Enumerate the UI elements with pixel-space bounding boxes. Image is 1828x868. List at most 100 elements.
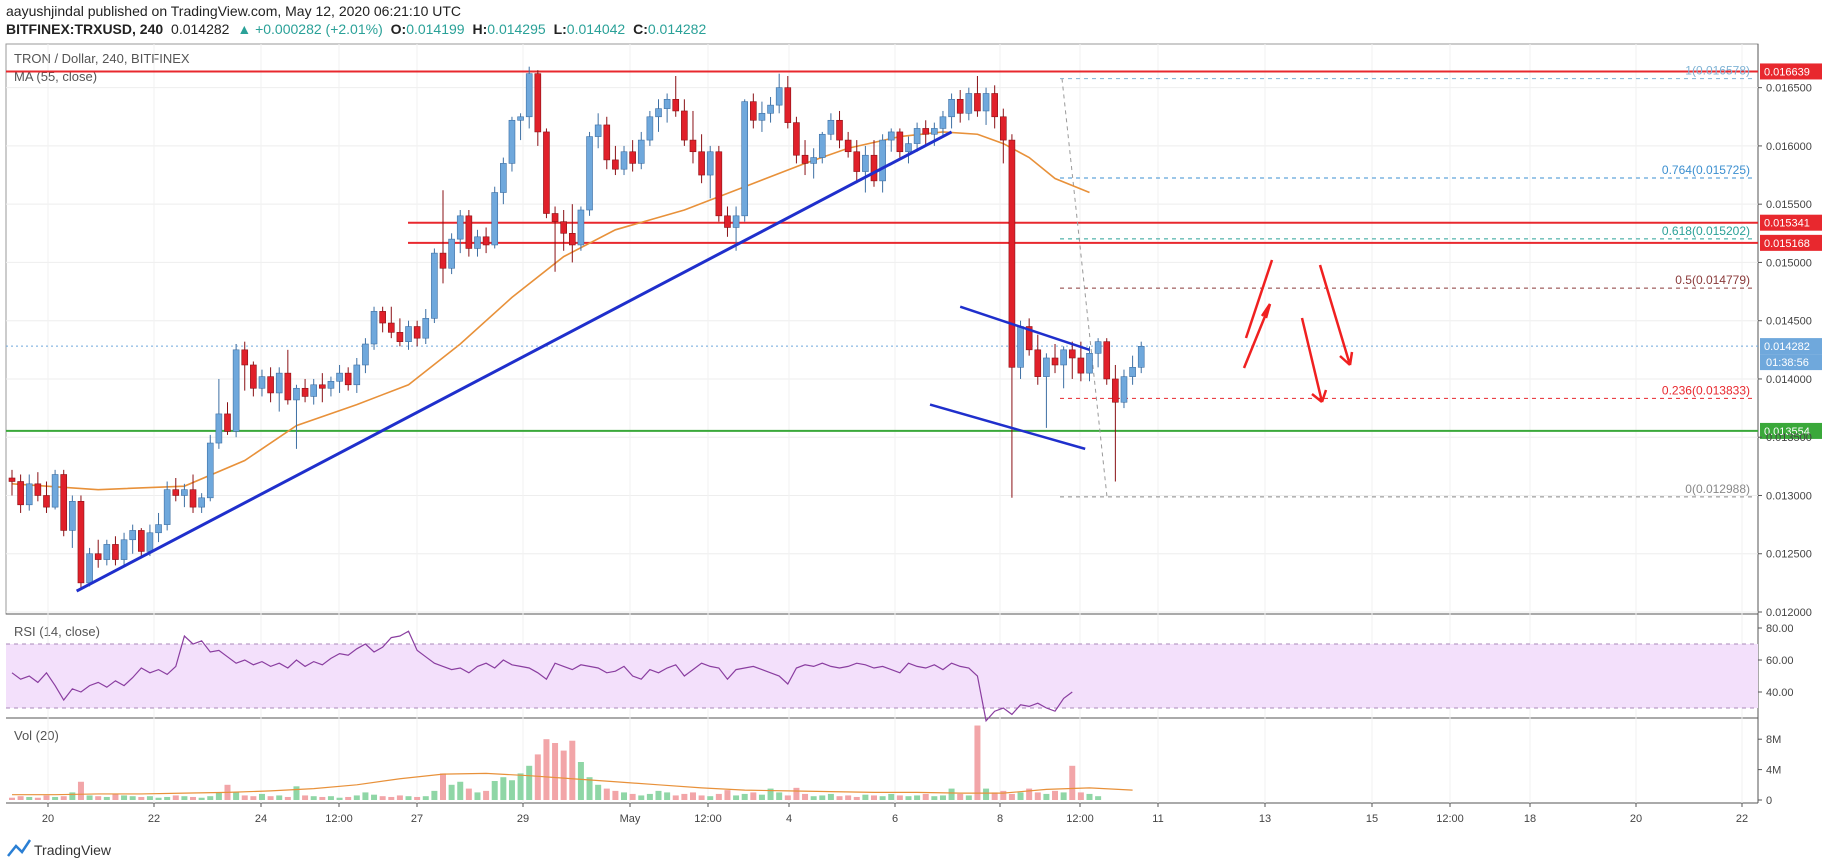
candle-up: [146, 532, 154, 552]
main-pane-frame: [5, 43, 1759, 615]
candle-up: [163, 489, 171, 525]
countdown-box: [1760, 354, 1822, 371]
candle-down: [284, 372, 292, 401]
candle-up: [706, 151, 714, 176]
vol-tick-label: 0: [1766, 795, 1772, 807]
candle-down: [1025, 326, 1033, 351]
publisher-line: aayushjindal published on TradingView.co…: [6, 3, 461, 19]
volume-bar: [922, 793, 929, 800]
volume-bar: [440, 773, 446, 800]
time-tick-label: 24: [255, 813, 267, 825]
volume-bar: [1069, 765, 1076, 800]
ma-legend: MA (55, close): [14, 69, 97, 84]
candle-up: [431, 252, 438, 319]
volume-bar: [60, 796, 67, 800]
candle-up: [508, 119, 516, 164]
time-tick-label: 12:00: [325, 813, 353, 825]
volume-bar: [310, 796, 317, 800]
open-label: O:: [391, 21, 407, 37]
candle-down: [241, 349, 249, 366]
volume-bar: [1077, 792, 1084, 800]
volume-bar: [1034, 792, 1041, 800]
moving-average: [11, 131, 1090, 491]
candle-down: [672, 99, 680, 112]
volume-bar: [638, 795, 645, 800]
price-tick-label: 0.012500: [1766, 549, 1812, 561]
candle-down: [138, 530, 145, 552]
candle-down: [482, 236, 490, 246]
volume-bar: [95, 796, 102, 800]
volume-bar: [629, 793, 636, 800]
candle-up: [69, 501, 76, 531]
candle-up: [758, 112, 766, 121]
candle-down: [60, 474, 68, 531]
candle-down: [698, 151, 705, 176]
volume-bar: [371, 794, 378, 800]
volume-bar: [1043, 793, 1050, 800]
candle-up: [120, 539, 128, 560]
candle-up: [732, 215, 740, 228]
volume-bar: [612, 790, 619, 800]
candle-up: [1060, 349, 1067, 366]
candle-up: [594, 124, 602, 137]
volume-bar: [172, 795, 179, 800]
candle-down: [1034, 349, 1042, 377]
candle-down: [17, 481, 24, 506]
volume-bar: [931, 796, 938, 800]
time-tick-label: 29: [517, 813, 529, 825]
volume-bar: [448, 784, 455, 800]
volume-bar: [155, 797, 162, 800]
projection-arrow: [1318, 264, 1354, 366]
candle-down: [1077, 357, 1085, 374]
level-price-label: 0.014282: [1764, 341, 1810, 353]
volume-bar: [646, 793, 653, 800]
price-tick-label: 0.016500: [1766, 83, 1812, 95]
time-tick-label: 12:00: [1066, 813, 1094, 825]
price-tick-label: 0.016000: [1766, 141, 1812, 153]
fib-level-label: 0(0.012988): [1685, 482, 1750, 496]
candle-up: [525, 73, 533, 118]
fib-level-label: 0.764(0.015725): [1662, 163, 1750, 177]
volume-bar: [405, 796, 412, 800]
projection-arrow: [1300, 317, 1328, 403]
candle-down: [1008, 139, 1016, 368]
volume-bar: [948, 788, 955, 800]
volume-bar: [353, 795, 360, 800]
tradingview-logo[interactable]: TradingView: [7, 839, 112, 858]
low-label: L:: [554, 21, 567, 37]
price-change: ▲ +0.000282 (+2.01%): [237, 21, 382, 37]
volume-bar: [302, 795, 309, 800]
candle-up: [362, 343, 369, 366]
volume-bar: [181, 796, 188, 800]
volume-bar: [517, 773, 524, 800]
candle-up: [637, 139, 645, 164]
volume-pane: 8M 4M 0: [9, 725, 1781, 807]
volume-bar: [939, 795, 946, 800]
time-tick-label: 11: [1152, 813, 1163, 825]
candle-down: [379, 311, 386, 324]
candle-down: [801, 154, 809, 164]
candle-down: [715, 151, 723, 217]
volume-bar: [198, 797, 205, 800]
candle-down: [344, 372, 352, 386]
price-axis: 0.012000 0.012500 0.013000 0.013500 0.014000…: [1758, 83, 1812, 619]
volume-bar: [379, 796, 386, 800]
volume-bar: [396, 795, 403, 800]
candle-up: [646, 116, 654, 141]
volume-bar: [707, 796, 714, 800]
candle-down: [387, 322, 395, 333]
volume-bar: [741, 793, 748, 800]
volume-bar: [138, 796, 145, 800]
close-value: 0.014282: [648, 21, 707, 37]
candle-down: [112, 544, 119, 560]
rsi-pane: 80.00 60.00 40.00: [6, 623, 1794, 723]
volume-bar: [422, 796, 429, 800]
fib-level-label: 1(0.016578): [1685, 64, 1750, 78]
volume-bar: [43, 795, 50, 800]
level-price-label: 0.013554: [1764, 426, 1810, 438]
candle-up: [741, 101, 749, 217]
volume-bar: [845, 795, 852, 800]
volume-bar: [853, 796, 860, 800]
candle-down: [1112, 378, 1119, 403]
